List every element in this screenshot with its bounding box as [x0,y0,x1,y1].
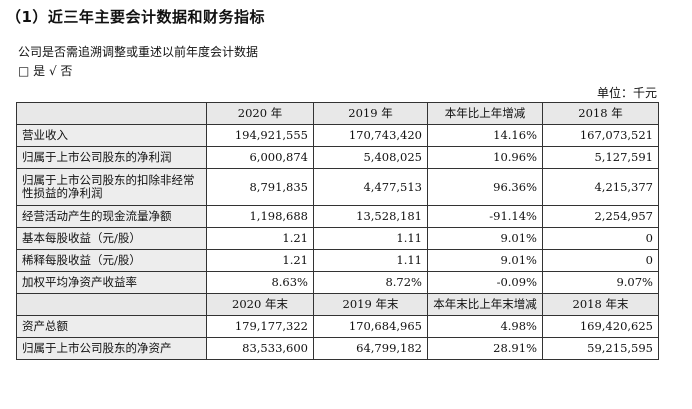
header-cell: 本年比上年增减 [427,102,543,125]
table-cell: 59,215,595 [542,337,659,360]
table-cell: 170,743,420 [313,124,428,147]
table-cell: 194,921,555 [206,124,314,147]
table-row: 归属于上市公司股东的扣除非经常性损益的净利润 8,791,835 4,477,5… [16,168,659,206]
header-cell: 本年末比上年末增减 [427,293,543,316]
table-cell: 169,420,625 [542,315,659,338]
table-cell: 9.07% [542,271,659,294]
table-header-year-end: 2020 年末 2019 年末 本年末比上年末增减 2018 年末 [16,293,659,316]
section-title: （1）近三年主要会计数据和财务指标 [6,8,265,26]
header-cell: 2018 年 [542,102,659,125]
table-row: 归属于上市公司股东的净利润 6,000,874 5,408,025 10.96%… [16,146,659,169]
row-label: 基本每股收益（元/股） [16,227,207,250]
table-cell: 2,254,957 [542,205,659,228]
table-row: 营业收入 194,921,555 170,743,420 14.16% 167,… [16,124,659,147]
row-label: 归属于上市公司股东的净资产 [16,337,207,360]
table-cell: 4.98% [427,315,543,338]
table-cell: 1.21 [206,227,314,250]
row-label: 营业收入 [16,124,207,147]
table-cell: -91.14% [427,205,543,228]
header-cell: 2019 年末 [313,293,428,316]
table-cell: -0.09% [427,271,543,294]
table-cell: 8.63% [206,271,314,294]
table-cell: 4,477,513 [313,168,428,206]
table-row: 基本每股收益（元/股） 1.21 1.11 9.01% 0 [16,227,659,250]
row-label: 经营活动产生的现金流量净额 [16,205,207,228]
table-row: 加权平均净资产收益率 8.63% 8.72% -0.09% 9.07% [16,271,659,294]
table-cell: 64,799,182 [313,337,428,360]
table-cell: 96.36% [427,168,543,206]
table-header-annual: 2020 年 2019 年 本年比上年增减 2018 年 [16,102,659,125]
table-row: 稀释每股收益（元/股） 1.21 1.11 9.01% 0 [16,249,659,272]
table-cell: 5,127,591 [542,146,659,169]
table-cell: 170,684,965 [313,315,428,338]
row-label: 归属于上市公司股东的扣除非经常性损益的净利润 [16,168,207,206]
header-cell: 2020 年末 [206,293,314,316]
table-cell: 28.91% [427,337,543,360]
table-cell: 4,215,377 [542,168,659,206]
header-cell: 2018 年末 [542,293,659,316]
table-cell: 1.11 [313,249,428,272]
table-cell: 167,073,521 [542,124,659,147]
table-row: 资产总额 179,177,322 170,684,965 4.98% 169,4… [16,315,659,338]
financial-data-table: 2020 年 2019 年 本年比上年增减 2018 年 营业收入 194,92… [16,102,659,360]
table-cell: 1.11 [313,227,428,250]
restatement-question: 公司是否需追溯调整或重述以前年度会计数据 [18,45,259,59]
table-cell: 1.21 [206,249,314,272]
table-cell: 1,198,688 [206,205,314,228]
header-cell [16,102,207,125]
table-cell: 9.01% [427,227,543,250]
table-cell: 10.96% [427,146,543,169]
table-cell: 83,533,600 [206,337,314,360]
table-cell: 179,177,322 [206,315,314,338]
table-cell: 8.72% [313,271,428,294]
row-label: 稀释每股收益（元/股） [16,249,207,272]
table-cell: 13,528,181 [313,205,428,228]
table-cell: 0 [542,249,659,272]
row-label: 归属于上市公司股东的净利润 [16,146,207,169]
table-cell: 0 [542,227,659,250]
header-cell: 2020 年 [206,102,314,125]
unit-label: 单位：千元 [596,86,657,100]
table-row: 经营活动产生的现金流量净额 1,198,688 13,528,181 -91.1… [16,205,659,228]
table-row: 归属于上市公司股东的净资产 83,533,600 64,799,182 28.9… [16,337,659,360]
header-cell [16,293,207,316]
row-label: 加权平均净资产收益率 [16,271,207,294]
table-cell: 6,000,874 [206,146,314,169]
table-cell: 9.01% [427,249,543,272]
table-cell: 14.16% [427,124,543,147]
restatement-answer: □ 是 √ 否 [18,64,73,78]
table-cell: 5,408,025 [313,146,428,169]
table-cell: 8,791,835 [206,168,314,206]
row-label: 资产总额 [16,315,207,338]
header-cell: 2019 年 [313,102,428,125]
